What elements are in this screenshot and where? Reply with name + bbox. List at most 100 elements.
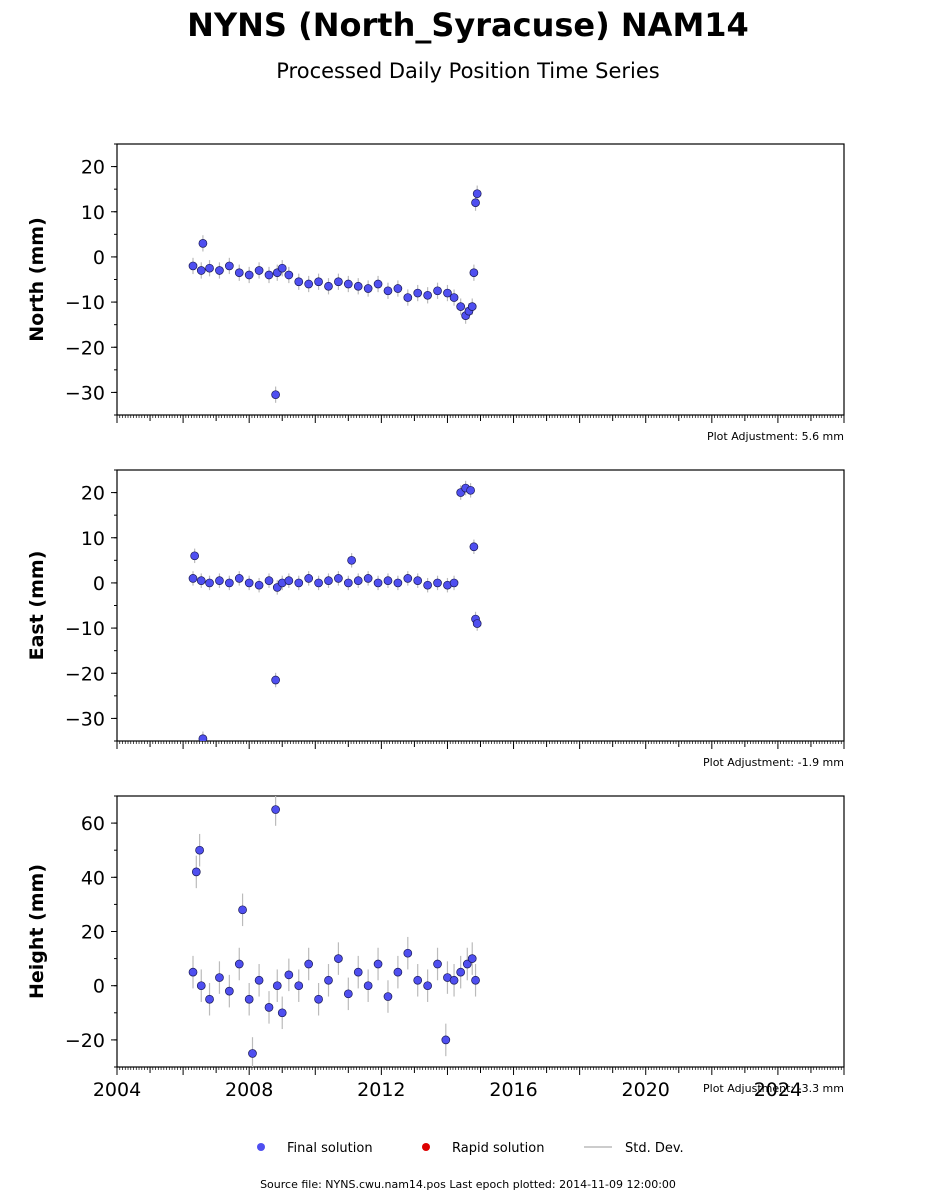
- chart-subtitle: Processed Daily Position Time Series: [276, 59, 660, 83]
- data-point: [205, 994, 214, 1004]
- plot-adjustment: Plot Adjustment: -1.9 mm: [703, 756, 844, 769]
- y-tick-label: 0: [93, 247, 105, 269]
- y-tick-label: −20: [65, 1030, 105, 1052]
- data-point: [225, 986, 234, 996]
- data-point: [215, 266, 224, 275]
- data-point: [423, 290, 432, 300]
- data-point: [196, 266, 206, 275]
- data-point: [353, 576, 363, 586]
- data-point: [403, 574, 413, 583]
- data-point: [271, 675, 280, 685]
- data-point: [334, 574, 343, 583]
- plot-adjustment: Plot Adjustment: -3.3 mm: [703, 1082, 844, 1095]
- data-point: [198, 734, 208, 741]
- data-point: [314, 277, 323, 287]
- data-point: [373, 279, 383, 289]
- data-point: [294, 277, 304, 287]
- data-point: [449, 293, 459, 302]
- y-tick-label: 10: [81, 528, 105, 550]
- data-point: [469, 542, 479, 552]
- y-tick-label: 0: [93, 573, 105, 595]
- data-point: [294, 578, 304, 588]
- data-point: [456, 967, 466, 977]
- data-point: [353, 967, 363, 977]
- data-point: [196, 576, 206, 586]
- data-point: [188, 261, 198, 271]
- legend-stddev-label: Std. Dev.: [625, 1141, 684, 1156]
- data-point: [215, 973, 224, 982]
- data-point: [403, 948, 413, 958]
- data-point: [304, 574, 314, 583]
- panel-1: 20 10 0 −10 −20 −30 North (mm) Plot Adjustment:…: [26, 143, 845, 443]
- data-point: [324, 281, 333, 291]
- data-point: [264, 576, 274, 586]
- data-point: [205, 263, 214, 273]
- y-tick-label: 40: [81, 867, 105, 889]
- y-axis-label: East (mm): [26, 551, 48, 661]
- y-tick-label: −10: [65, 292, 105, 314]
- data-point: [304, 959, 314, 969]
- data-point: [471, 198, 480, 208]
- data-point: [467, 302, 477, 311]
- data-point: [413, 975, 423, 985]
- data-point: [433, 959, 442, 969]
- data-point: [234, 574, 244, 583]
- x-tick-label: 2008: [225, 1079, 273, 1101]
- data-point: [334, 954, 343, 963]
- plot-frame: [116, 143, 845, 416]
- data-point: [449, 975, 459, 985]
- data-point: [393, 967, 403, 977]
- y-tick-label: 10: [81, 202, 105, 224]
- data-point: [188, 967, 198, 977]
- data-point: [449, 578, 459, 588]
- data-point: [234, 268, 244, 278]
- data-point: [393, 284, 403, 293]
- data-point: [413, 576, 423, 586]
- data-point: [277, 263, 287, 273]
- data-point: [244, 270, 254, 280]
- data-point: [423, 981, 432, 991]
- y-tick-label: −30: [65, 382, 105, 404]
- data-point: [469, 268, 479, 278]
- data-point: [441, 1035, 451, 1045]
- data-layer: [188, 185, 482, 403]
- data-point: [277, 1008, 287, 1018]
- data-point: [215, 576, 224, 586]
- panels: 20 10 0 −10 −20 −30 North (mm) Plot Adjustment:…: [26, 143, 845, 1101]
- data-point: [195, 845, 204, 855]
- x-tick-label: 2016: [489, 1079, 537, 1101]
- data-point: [456, 302, 466, 311]
- data-point: [423, 580, 432, 590]
- y-tick-label: 0: [93, 976, 105, 998]
- y-tick-label: −30: [65, 708, 105, 730]
- data-point: [383, 992, 393, 1001]
- data-point: [443, 288, 452, 298]
- data-point: [196, 981, 206, 991]
- data-point: [343, 578, 353, 588]
- plot-adjustment: Plot Adjustment: 5.6 mm: [707, 430, 844, 443]
- data-point: [353, 281, 363, 291]
- data-point: [284, 970, 294, 980]
- data-layer: [188, 480, 482, 741]
- data-point: [373, 578, 383, 588]
- data-point: [334, 277, 343, 287]
- data-point: [205, 578, 214, 588]
- data-point: [383, 576, 393, 586]
- data-point: [462, 959, 472, 969]
- legend-rapid-marker: [422, 1143, 430, 1151]
- chart-title: NYNS (North_Syracuse) NAM14: [187, 6, 749, 44]
- data-point: [254, 266, 264, 275]
- y-tick-label: −20: [65, 663, 105, 685]
- data-point: [188, 574, 198, 583]
- data-point: [433, 578, 442, 588]
- data-point: [284, 270, 294, 280]
- data-point: [191, 867, 201, 877]
- y-tick-label: 20: [81, 922, 105, 944]
- data-point: [343, 989, 353, 999]
- data-point: [363, 981, 373, 991]
- data-point: [244, 578, 254, 588]
- y-tick-label: −10: [65, 618, 105, 640]
- data-point: [225, 578, 234, 588]
- legend-rapid-label: Rapid solution: [452, 1141, 544, 1156]
- y-tick-label: 60: [81, 813, 105, 835]
